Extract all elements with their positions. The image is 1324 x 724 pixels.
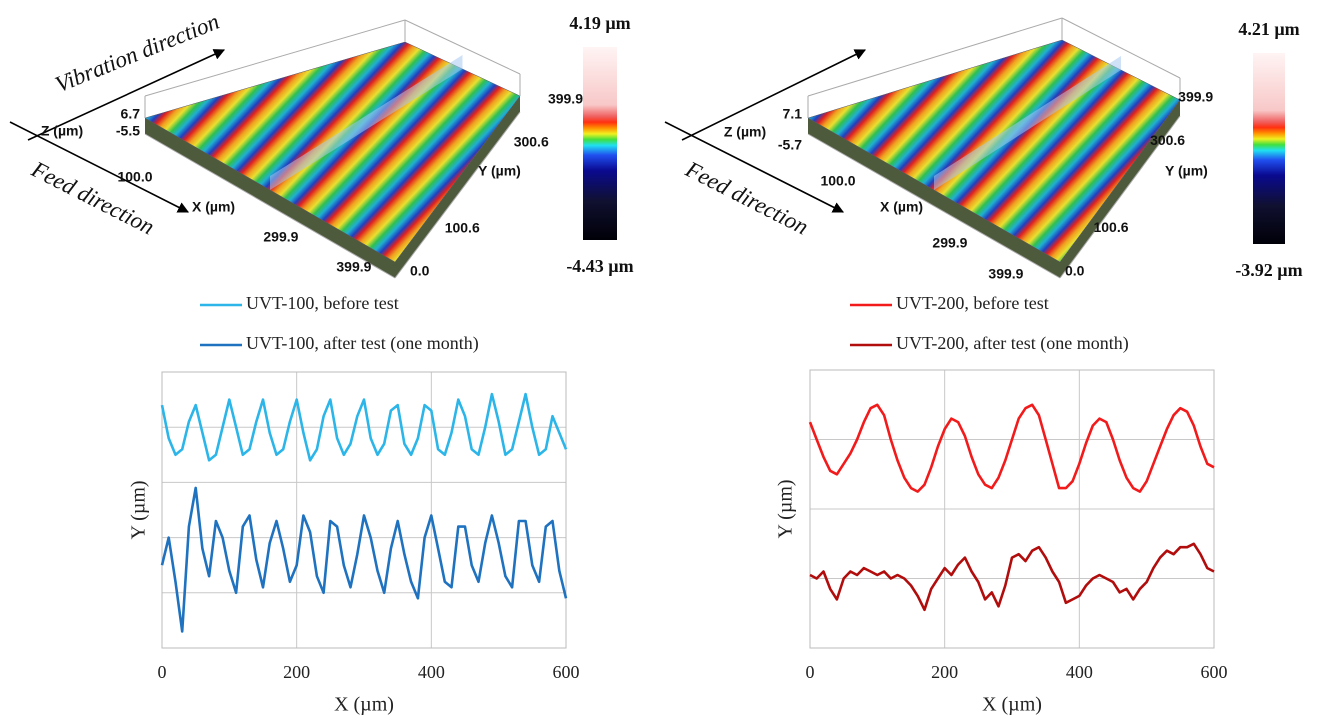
y-tick-label: 399.9 [548,91,583,107]
colorbar-label: -4.43 µm [566,256,633,276]
z-axis-title: Z (µm) [724,124,766,140]
y-tick-label: 0.0 [410,263,430,279]
legend-label: UVT-200, after test (one month) [896,333,1129,354]
box-edge [394,111,521,279]
x-tick-label: 0 [158,662,167,682]
box-edge [404,19,521,75]
colorbar-label: -3.92 µm [1235,260,1302,280]
z-tick-label: -5.5 [116,123,140,139]
surface-side [145,96,520,278]
direction-arrow [9,121,189,213]
x-axis-title: X (µm) [880,199,923,215]
y-axis-title: Y (µm) [478,163,521,179]
colorbar [1253,53,1285,244]
section-plane [270,55,463,190]
series-line [808,403,1215,493]
z-tick-label: 7.1 [783,106,803,122]
series-line [160,392,568,462]
colorbar [583,47,617,240]
x-tick-label: 399.9 [988,266,1023,282]
series-line [809,542,1215,612]
z-axis-title: Z (µm) [41,123,83,139]
y-tick-label: 300.6 [1150,132,1185,148]
y-axis-title: Y (µm) [128,480,150,539]
x-tick-label: 299.9 [932,235,967,251]
x-tick-label: 100.0 [117,169,152,185]
box-edge [1059,115,1181,279]
legend-label: UVT-200, before test [896,293,1049,313]
x-tick-label: 0 [806,662,815,682]
x-tick-label: 200 [283,662,310,682]
colorbar-label: 4.21 µm [1238,19,1299,39]
y-axis-title: Y (µm) [775,479,797,538]
y-tick-label: 300.6 [514,133,549,149]
y-tick-label: 0.0 [1065,263,1085,279]
x-tick-label: 100.0 [820,173,855,189]
plot-frame [809,369,1215,649]
legend-label: UVT-100, after test (one month) [246,333,479,354]
x-axis-title: X (µm) [334,694,394,716]
section-plane [934,56,1121,190]
x-tick-label: 400 [418,662,445,682]
x-tick-label: 600 [1201,662,1228,682]
x-tick-label: 200 [931,662,958,682]
box-edge [807,133,1061,279]
series-line [160,486,568,633]
direction-arrow [27,49,226,141]
colorbar-label: 4.19 µm [569,13,630,33]
x-tick-label: 600 [553,662,580,682]
legend-label: UVT-100, before test [246,293,399,313]
x-tick-label: 400 [1066,662,1093,682]
plot-frame [161,371,567,649]
box-edge [144,19,406,97]
box-edge [807,17,1063,97]
box-edge [1061,17,1181,79]
z-tick-label: -5.7 [778,137,802,153]
direction-arrow [681,49,867,141]
y-tick-label: 100.6 [1093,219,1128,235]
feed-direction-label: Feed direction [681,156,813,240]
y-tick-label: 100.6 [445,219,480,235]
box-edge [144,133,396,279]
x-tick-label: 299.9 [263,229,298,245]
z-tick-label: 6.7 [121,106,141,122]
x-axis-title: X (µm) [982,694,1042,716]
surface-side [808,100,1180,278]
x-tick-label: 399.9 [336,259,371,275]
x-axis-title: X (µm) [192,199,235,215]
direction-arrow [664,121,844,213]
y-axis-title: Y (µm) [1165,163,1208,179]
vibration-direction-label: Vibration direction [52,9,223,98]
y-tick-label: 399.9 [1178,89,1213,105]
